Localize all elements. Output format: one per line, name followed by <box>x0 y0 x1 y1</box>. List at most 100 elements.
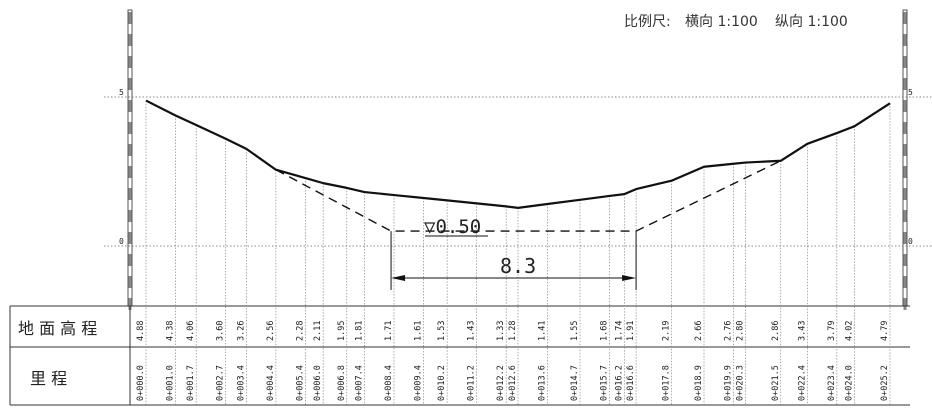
elevation-value-10: 1.71 <box>384 321 394 341</box>
chainage-value-26: 0+022.4 <box>797 365 807 401</box>
vertical-rulers <box>127 9 908 310</box>
chainage-value-22: 0+018.9 <box>694 365 704 401</box>
scale-horizontal: 横向 1:100 <box>685 14 758 30</box>
elevation-value-26: 3.43 <box>797 321 807 341</box>
elevation-value-11: 1.61 <box>414 321 424 341</box>
chainage-value-15: 0+012.6 <box>508 365 518 401</box>
left-ruler-segment <box>128 122 132 134</box>
right-ruler-segment <box>903 166 907 178</box>
chainage-value-20: 0+016.6 <box>626 365 636 401</box>
chainage-value-10: 0+008.4 <box>384 365 394 401</box>
chainage-value-0: 0+000.0 <box>136 365 146 401</box>
chainage-value-8: 0+006.8 <box>337 365 347 401</box>
right-ruler-segment <box>903 144 907 156</box>
tick-label-left-0: 0 <box>119 237 124 246</box>
left-ruler-segment <box>128 12 132 24</box>
chainage-value-9: 0+007.4 <box>354 365 364 401</box>
elevation-value-8: 1.95 <box>337 321 347 341</box>
elevation-value-18: 1.68 <box>600 321 610 341</box>
elevation-value-0: 4.88 <box>136 321 146 341</box>
chainage-value-29: 0+025.2 <box>880 365 890 401</box>
dimension-arrow-right <box>622 275 637 281</box>
chainage-value-19: 0+016.2 <box>614 365 624 401</box>
chainage-value-6: 0+005.4 <box>295 365 305 401</box>
elevation-value-6: 2.28 <box>295 321 305 341</box>
tick-label-left-5: 5 <box>119 88 124 97</box>
chainage-value-16: 0+013.6 <box>538 365 548 401</box>
dimension-arrow-left <box>391 275 406 281</box>
elevation-value-4: 3.26 <box>236 321 246 341</box>
chainage-value-23: 0+019.9 <box>724 365 734 401</box>
right-ruler-segment <box>903 210 907 222</box>
elevation-value-20: 1.91 <box>626 321 636 341</box>
design-section <box>275 160 782 290</box>
chainage-value-28: 0+024.0 <box>845 365 855 401</box>
right-ruler-segment <box>903 78 907 90</box>
chainage-value-13: 0+011.2 <box>467 365 477 401</box>
elevation-value-16: 1.41 <box>538 321 548 341</box>
tick-label-right-5: 5 <box>908 88 913 97</box>
elevation-value-5: 2.56 <box>266 321 276 341</box>
elevation-value-25: 2.86 <box>771 321 781 341</box>
elevation-value-23: 2.76 <box>724 321 734 341</box>
row-label-chainage: 里 程 <box>30 369 67 388</box>
data-table-grid <box>9 305 910 406</box>
chainage-value-17: 0+014.7 <box>570 365 580 401</box>
design-line <box>275 160 782 232</box>
water-level-label: ▽0.50 <box>424 216 481 238</box>
table-values: 4.88 0+000.0 4.38 0+001.0 4.06 0+001.7 3.60 0+0… <box>136 321 890 401</box>
elevation-value-24: 2.80 <box>735 321 745 341</box>
left-ruler-segment <box>128 144 132 156</box>
chainage-value-7: 0+006.0 <box>313 365 323 401</box>
left-ruler-segment <box>128 188 132 200</box>
elevation-value-19: 1.74 <box>614 321 624 341</box>
right-ruler-segment <box>903 12 907 24</box>
elevation-value-7: 2.11 <box>313 321 323 341</box>
bottom-width-label: 8.3 <box>500 254 536 278</box>
left-ruler-segment <box>128 232 132 244</box>
chainage-value-11: 0+009.4 <box>414 365 424 401</box>
elevation-value-22: 2.66 <box>694 321 704 341</box>
chainage-value-1: 0+001.0 <box>166 365 176 401</box>
chainage-value-4: 0+003.4 <box>236 365 246 401</box>
chainage-value-2: 0+001.7 <box>186 365 196 401</box>
elevation-value-28: 4.02 <box>845 321 855 341</box>
station-drop-lines <box>145 100 891 405</box>
elevation-value-29: 4.79 <box>880 321 890 341</box>
chainage-value-3: 0+002.7 <box>216 365 226 401</box>
elevation-value-13: 1.43 <box>467 321 477 341</box>
right-ruler-segment <box>903 100 907 112</box>
right-ruler-segment <box>903 232 907 244</box>
right-ruler-segment <box>903 122 907 134</box>
left-ruler-segment <box>128 100 132 112</box>
right-ruler-segment <box>903 276 907 288</box>
elevation-value-2: 4.06 <box>186 321 196 341</box>
axis-gridlines: 5 5 0 0 <box>104 88 932 247</box>
tick-label-right-0: 0 <box>908 237 913 246</box>
elevation-value-12: 1.53 <box>437 321 447 341</box>
scale-vertical: 纵向 1:100 <box>775 14 848 30</box>
right-ruler-segment <box>903 298 907 310</box>
row-label-ground-elevation: 地 面 高 程 <box>18 319 97 338</box>
elevation-value-17: 1.55 <box>570 321 580 341</box>
chainage-value-18: 0+015.7 <box>600 365 610 401</box>
left-ruler-segment <box>128 210 132 222</box>
left-ruler-segment <box>128 254 132 266</box>
elevation-value-21: 2.19 <box>662 321 672 341</box>
elevation-value-9: 1.81 <box>354 321 364 341</box>
chainage-value-27: 0+023.4 <box>827 365 837 401</box>
chainage-value-12: 0+010.2 <box>437 365 447 401</box>
elevation-value-15: 1.28 <box>508 321 518 341</box>
chainage-value-14: 0+012.2 <box>496 365 506 401</box>
elevation-value-27: 3.79 <box>827 321 837 341</box>
chainage-value-21: 0+017.8 <box>662 365 672 401</box>
left-ruler-segment <box>128 166 132 178</box>
left-ruler-segment <box>128 276 132 288</box>
left-ruler-segment <box>128 78 132 90</box>
ground-profile <box>145 99 891 209</box>
elevation-value-3: 3.60 <box>216 321 226 341</box>
left-ruler-segment <box>128 34 132 46</box>
scale-label: 比例尺: <box>624 14 671 30</box>
